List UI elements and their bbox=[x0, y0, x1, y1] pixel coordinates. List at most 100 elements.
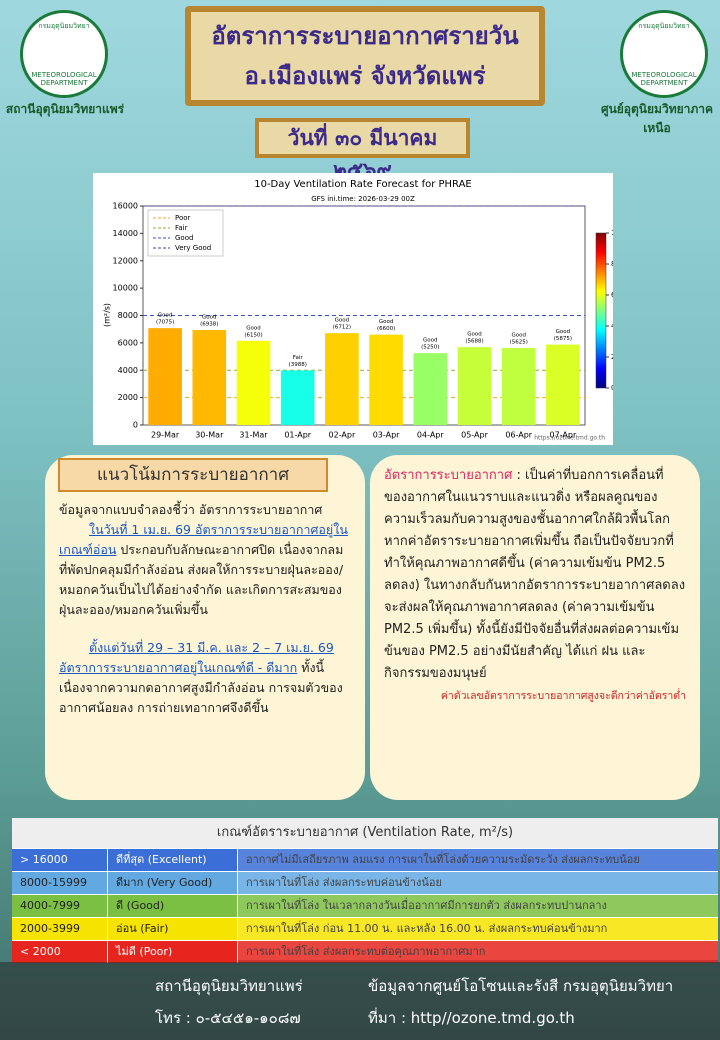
bar-rating: Good bbox=[379, 319, 393, 325]
definition-panel: อัตราการระบายอากาศ : เป็นค่าที่บอกการเคล… bbox=[370, 455, 700, 800]
table-cell: ดีมาก (Very Good) bbox=[107, 872, 237, 894]
bar bbox=[546, 344, 580, 425]
note: ค่าตัวเลขอัตราการระบายอากาศสูงจะดีกว่าค่… bbox=[440, 690, 686, 702]
colorbar-label: 2000 bbox=[611, 353, 613, 361]
criteria-table: เกณฑ์อัตราระบายอากาศ (Ventilation Rate, … bbox=[12, 818, 718, 963]
table-title: เกณฑ์อัตราระบายอากาศ (Ventilation Rate, … bbox=[12, 818, 718, 848]
title: อัตราการระบายอากาศรายวัน bbox=[211, 22, 519, 50]
table-cell: การเผาในที่โล่ง ก่อน 11.00 น. และหลัง 16… bbox=[237, 918, 718, 940]
legend-label: Good bbox=[175, 234, 193, 242]
x-tick-label: 01-Apr bbox=[284, 431, 311, 440]
y-tick-label: 2000 bbox=[118, 393, 138, 402]
source: https://ozone.tmd.go.th bbox=[534, 435, 605, 442]
paragraph: ตั้งแต่วันที่ 29 – 31 มี.ค. และ 2 – 7 เม… bbox=[59, 638, 351, 718]
paragraph: อัตราการระบายอากาศ : เป็นค่าที่บอกการเคล… bbox=[384, 465, 686, 685]
bar-rating: Good bbox=[158, 313, 172, 319]
x-tick-label: 30-Mar bbox=[195, 431, 224, 440]
value-label: (6600) bbox=[377, 326, 395, 332]
x-tick-label: 31-Mar bbox=[239, 431, 268, 440]
phone: โทร : ๐-๕๔๕๑-๑๐๘๗ bbox=[155, 1009, 301, 1027]
value-label: (3988) bbox=[289, 362, 307, 368]
table-cell: > 16000 bbox=[12, 849, 107, 871]
x-tick-label: 07-Apr bbox=[550, 431, 577, 440]
value-label: (5250) bbox=[421, 345, 439, 351]
x-tick-label: 29-Mar bbox=[151, 431, 180, 440]
x-tick-label: 03-Apr bbox=[373, 431, 400, 440]
table-row: 2000-3999 อ่อน (Fair) การเผาในที่โล่ง ก่อน… bbox=[12, 917, 718, 940]
left-logo: กรมอุตุนิยมวิทยา METEOROLOGICAL DEPARTME… bbox=[20, 10, 108, 98]
text: ประกอบกับลักษณะอากาศปิด เนื่องจากลมที่พั… bbox=[59, 542, 344, 617]
highlight: ในวันที่ 1 เม.ย. 69 อัตราการระบายอากาศอย… bbox=[59, 522, 348, 557]
value-label: (6938) bbox=[200, 322, 218, 328]
bar-rating: Good bbox=[556, 329, 570, 335]
chart: 10-Day Ventilation Rate Forecast for PHR… bbox=[103, 179, 634, 442]
colorbar-label: 8000 bbox=[611, 260, 613, 268]
logo-text: METEOROLOGICAL DEPARTMENT bbox=[631, 71, 697, 87]
table-cell: อ่อน (Fair) bbox=[107, 918, 237, 940]
value-label: (5625) bbox=[510, 340, 528, 346]
bar-rating: Good bbox=[335, 318, 349, 324]
paragraph: ข้อมูลจากแบบจำลองชี้ว่า อัตราการระบายอาก… bbox=[59, 502, 323, 517]
colorbar bbox=[595, 232, 607, 389]
table-cell: อากาศไม่มีเสถียรภาพ ลมแรง การเผาในที่โล่… bbox=[237, 849, 718, 871]
x-tick-label: 05-Apr bbox=[461, 431, 488, 440]
chart-subtitle: GFS ini.time: 2026-03-29 00Z bbox=[311, 195, 415, 203]
bar-rating: Good bbox=[423, 338, 437, 344]
colorbar-label: 0 bbox=[611, 384, 613, 392]
value-label: (5875) bbox=[554, 336, 572, 342]
logo-caption: สถานีอุตุนิยมวิทยาแพร่ bbox=[5, 102, 125, 116]
logo-text: METEOROLOGICAL DEPARTMENT bbox=[31, 71, 97, 87]
table-row: 8000-15999 ดีมาก (Very Good) การเผาในที่โล… bbox=[12, 871, 718, 894]
table-row: > 16000 ดีที่สุด (Excellent) อากาศไม่มีเสถ… bbox=[12, 848, 718, 871]
term: อัตราการระบายอากาศ bbox=[384, 468, 513, 483]
value-label: (6712) bbox=[333, 325, 351, 331]
bar bbox=[457, 347, 492, 425]
y-tick-label: 14000 bbox=[113, 229, 138, 238]
x-tick-label: 04-Apr bbox=[417, 431, 444, 440]
date: วันที่ ๓๐ มีนาคม ๒๕๖๙ bbox=[255, 118, 470, 182]
title-banner: อัตราการระบายอากาศรายวัน อ.เมืองแพร่ จัง… bbox=[185, 6, 545, 106]
title: อ.เมืองแพร่ จังหวัดแพร่ bbox=[244, 62, 486, 90]
table-cell: การเผาในที่โล่ง ส่งผลกระทบค่อนข้างน้อย bbox=[237, 872, 718, 894]
table-cell: การเผาในที่โล่ง ส่งผลกระทบต่อคุณภาพอากาศ… bbox=[237, 941, 718, 963]
table-row: 4000-7999 ดี (Good) การเผาในที่โล่ง ในเวลา… bbox=[12, 894, 718, 917]
bar bbox=[501, 348, 536, 425]
table-cell: ดี (Good) bbox=[107, 895, 237, 917]
station: สถานีอุตุนิยมวิทยาแพร่ bbox=[155, 977, 303, 995]
logo-text: กรมอุตุนิยมวิทยา bbox=[38, 22, 90, 30]
table-cell: ดีที่สุด (Excellent) bbox=[107, 849, 237, 871]
chart-box: 10-Day Ventilation Rate Forecast for PHR… bbox=[93, 173, 634, 445]
logo-caption: ศูนย์อุตุนิยมวิทยาภาคเหนือ bbox=[600, 102, 714, 135]
value-label: (7075) bbox=[156, 320, 174, 326]
y-axis-label: (m²/s) bbox=[103, 303, 112, 327]
table-row: < 2000 ไม่ดี (Poor) การเผาในที่โล่ง ส่งผลก… bbox=[12, 940, 718, 963]
table-cell: ไม่ดี (Poor) bbox=[107, 941, 237, 963]
paragraph: ในวันที่ 1 เม.ย. 69 อัตราการระบายอากาศอย… bbox=[59, 520, 351, 620]
bar bbox=[148, 328, 182, 425]
text: ทั้งนี้เนื่องจากความกดอากาศสูงมีกำลังอ่อ… bbox=[59, 660, 343, 715]
colorbar-label: 6000 bbox=[611, 291, 613, 299]
y-tick-label: 16000 bbox=[113, 202, 138, 211]
y-tick-label: 12000 bbox=[113, 256, 138, 265]
bar-rating: Good bbox=[511, 333, 525, 339]
y-tick-label: 8000 bbox=[118, 311, 138, 320]
table-cell: 2000-3999 bbox=[12, 918, 107, 940]
table-cell: 8000-15999 bbox=[12, 872, 107, 894]
colorbar-label: 10000 bbox=[611, 229, 613, 237]
trend-panel: ข้อมูลจากแบบจำลองชี้ว่า อัตราการระบายอาก… bbox=[45, 455, 365, 800]
table-cell: < 2000 bbox=[12, 941, 107, 963]
panel-heading: แนวโน้มการระบายอากาศ bbox=[58, 458, 328, 492]
url: ที่มา : http//ozone.tmd.go.th bbox=[368, 1009, 575, 1027]
bar bbox=[192, 330, 227, 425]
colorbar-label: 4000 bbox=[611, 322, 613, 330]
value-label: (6150) bbox=[244, 332, 262, 338]
x-tick-label: 06-Apr bbox=[505, 431, 532, 440]
bar-rating: Good bbox=[246, 325, 260, 331]
bar-rating: Good bbox=[202, 315, 216, 321]
legend-label: Poor bbox=[175, 214, 191, 222]
footer: สถานีอุตุนิยมวิทยาแพร่ โทร : ๐-๕๔๕๑-๑๐๘๗… bbox=[0, 962, 720, 1040]
x-tick-label: 02-Apr bbox=[329, 431, 356, 440]
logo-text: กรมอุตุนิยมวิทยา bbox=[638, 22, 690, 30]
bar bbox=[413, 353, 448, 425]
